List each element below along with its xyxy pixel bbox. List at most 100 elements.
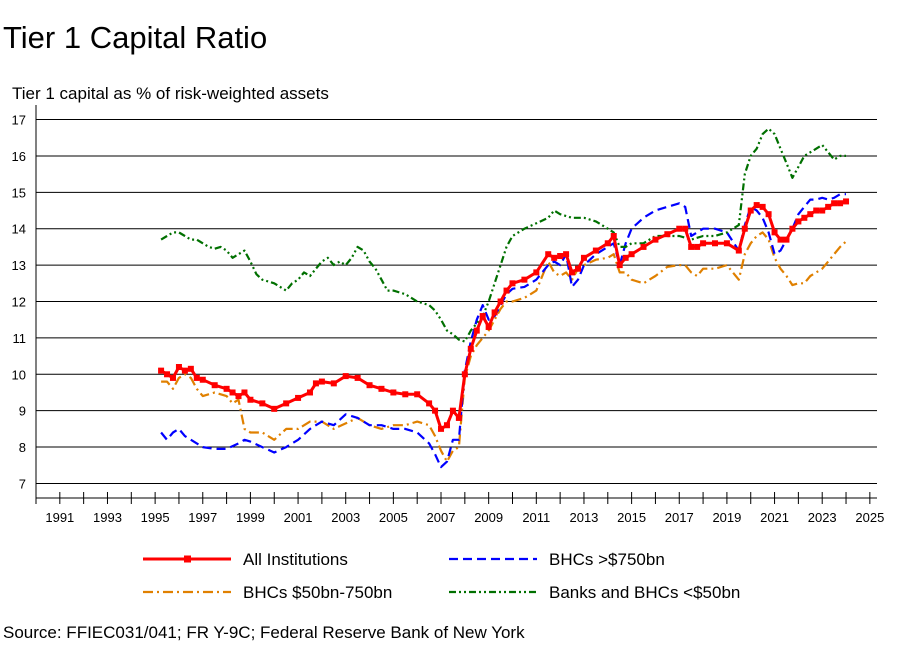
series-marker bbox=[777, 236, 784, 243]
series-marker bbox=[211, 382, 218, 389]
series-line-1 bbox=[160, 193, 846, 469]
legend-label-3: Banks and BHCs <$50bn bbox=[549, 583, 740, 602]
x-tick-label: 1995 bbox=[141, 510, 170, 525]
series-marker bbox=[700, 240, 707, 247]
y-tick-label: 10 bbox=[12, 367, 26, 382]
series-line-0 bbox=[160, 199, 847, 431]
chart-title: Tier 1 Capital Ratio bbox=[3, 20, 268, 55]
x-tick-label: 1999 bbox=[236, 510, 265, 525]
y-tick-label: 7 bbox=[19, 476, 26, 491]
series-marker bbox=[449, 407, 456, 414]
series-marker bbox=[622, 254, 629, 261]
legend-label-1: BHCs >$750bn bbox=[549, 550, 665, 569]
series-line-3 bbox=[160, 127, 846, 343]
series-marker bbox=[813, 207, 820, 214]
x-tick-label: 2025 bbox=[855, 510, 884, 525]
x-tick-label: 2013 bbox=[569, 510, 598, 525]
series-marker bbox=[247, 396, 254, 403]
series-marker bbox=[789, 225, 796, 232]
y-tick-label: 13 bbox=[12, 258, 26, 273]
x-tick-label: 1993 bbox=[93, 510, 122, 525]
legend-label-0: All Institutions bbox=[243, 550, 348, 569]
series-marker bbox=[438, 425, 445, 432]
series-marker bbox=[312, 380, 319, 387]
series-marker bbox=[467, 345, 474, 352]
series-marker bbox=[557, 253, 564, 260]
series-marker bbox=[688, 243, 695, 250]
x-tick-label: 2019 bbox=[712, 510, 741, 525]
series-marker bbox=[610, 233, 617, 239]
series-marker bbox=[759, 203, 766, 210]
series-marker bbox=[503, 287, 510, 294]
x-tick-label: 2011 bbox=[522, 510, 550, 525]
chart-subtitle: Tier 1 capital as % of risk-weighted ass… bbox=[12, 84, 329, 103]
series-marker bbox=[533, 269, 540, 276]
series-marker bbox=[735, 247, 742, 254]
series-marker bbox=[330, 380, 337, 387]
series-marker bbox=[378, 385, 385, 392]
x-tick-label: 2003 bbox=[331, 510, 360, 525]
series-marker bbox=[455, 414, 462, 421]
series-line-2 bbox=[161, 231, 847, 463]
series-marker bbox=[342, 373, 349, 380]
x-tick-label: 2001 bbox=[284, 510, 313, 525]
series-marker bbox=[771, 229, 778, 236]
x-tick-label: 1997 bbox=[188, 510, 217, 525]
x-tick-label: 2023 bbox=[808, 510, 837, 525]
series-marker bbox=[491, 309, 498, 316]
series-marker bbox=[497, 298, 504, 305]
series-marker bbox=[306, 389, 313, 396]
y-tick-label: 12 bbox=[12, 295, 26, 310]
series-marker bbox=[175, 364, 182, 370]
series-marker bbox=[461, 371, 468, 378]
series-marker bbox=[682, 225, 689, 232]
series-marker bbox=[271, 405, 278, 412]
series-marker bbox=[711, 240, 718, 247]
series-marker bbox=[616, 262, 623, 269]
series-marker bbox=[354, 374, 361, 381]
series-marker bbox=[664, 231, 671, 238]
series-marker bbox=[426, 400, 433, 407]
y-tick-label: 14 bbox=[12, 222, 26, 237]
x-tick-label: 1991 bbox=[45, 510, 74, 525]
series-marker bbox=[563, 251, 570, 258]
series-marker bbox=[509, 280, 516, 287]
x-tick-label: 2005 bbox=[379, 510, 408, 525]
series-marker bbox=[652, 236, 659, 243]
y-tick-label: 17 bbox=[12, 113, 26, 128]
series-marker bbox=[164, 371, 171, 378]
series-marker bbox=[259, 400, 266, 407]
series-marker bbox=[158, 367, 165, 374]
series-marker bbox=[432, 407, 439, 414]
series-marker bbox=[843, 198, 850, 205]
series-marker bbox=[181, 367, 188, 374]
series-marker bbox=[229, 389, 236, 396]
y-tick-label: 11 bbox=[13, 331, 27, 346]
series-marker bbox=[545, 251, 552, 258]
series-marker bbox=[676, 225, 683, 232]
series-marker bbox=[414, 391, 421, 398]
series-marker bbox=[765, 211, 772, 218]
series-marker bbox=[390, 389, 397, 396]
series-marker bbox=[223, 385, 230, 392]
y-tick-label: 8 bbox=[19, 440, 26, 455]
series-marker bbox=[402, 391, 409, 398]
series-marker bbox=[241, 389, 248, 396]
series-marker bbox=[169, 374, 176, 381]
series-marker bbox=[604, 240, 611, 247]
series-marker bbox=[723, 240, 730, 247]
series-marker bbox=[807, 211, 814, 218]
x-tick-label: 2017 bbox=[665, 510, 694, 525]
series-marker bbox=[295, 394, 302, 401]
series-marker bbox=[694, 243, 701, 250]
series-marker bbox=[199, 376, 206, 383]
series-marker bbox=[580, 254, 587, 261]
series-marker bbox=[801, 214, 808, 221]
series-marker bbox=[795, 218, 802, 225]
series-marker bbox=[592, 247, 599, 254]
series-marker bbox=[193, 374, 200, 381]
series-marker bbox=[318, 378, 325, 385]
x-tick-label: 2009 bbox=[474, 510, 503, 525]
series-marker bbox=[747, 207, 754, 214]
